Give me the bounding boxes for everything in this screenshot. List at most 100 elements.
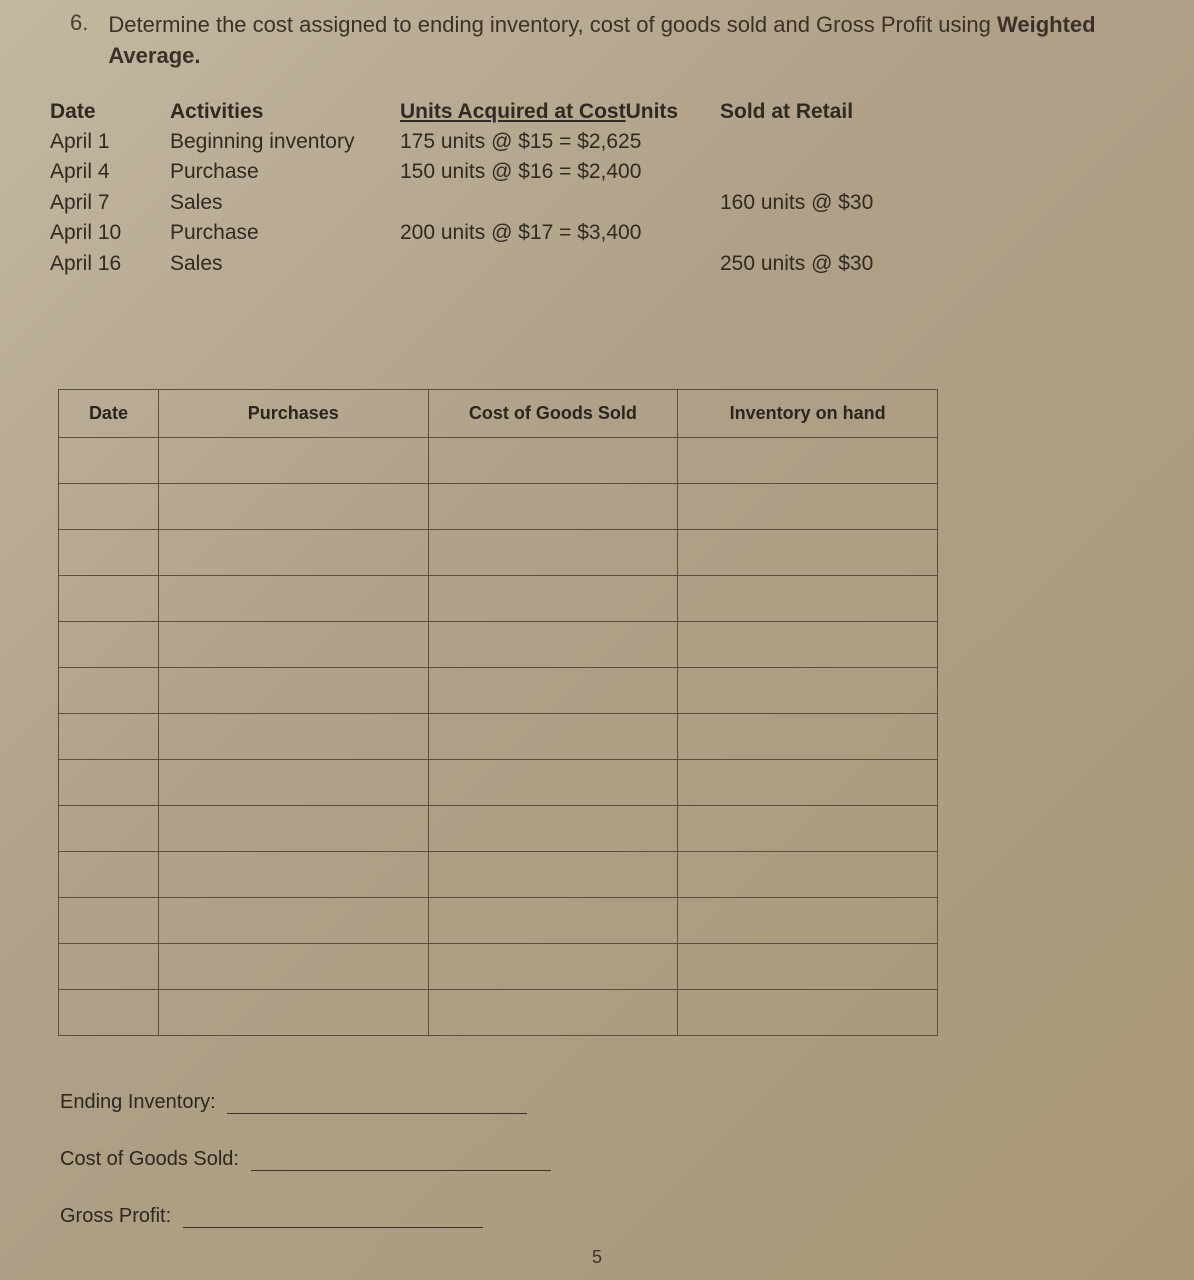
ws-cell[interactable] — [678, 484, 938, 530]
ws-cell[interactable] — [678, 944, 938, 990]
ws-row — [59, 806, 938, 852]
ws-cell[interactable] — [158, 530, 428, 576]
ws-cell[interactable] — [678, 990, 938, 1036]
ws-cell[interactable] — [59, 484, 159, 530]
ws-cell[interactable] — [678, 806, 938, 852]
ws-cell[interactable] — [158, 668, 428, 714]
ws-cell[interactable] — [158, 898, 428, 944]
ws-cell[interactable] — [678, 714, 938, 760]
ws-cell[interactable] — [428, 760, 678, 806]
cell-acq: 150 units @ $16 = $2,400 — [400, 157, 720, 187]
ws-cell[interactable] — [678, 530, 938, 576]
cell-act: Beginning inventory — [170, 127, 400, 157]
ws-cell[interactable] — [678, 438, 938, 484]
data-row: April 4 Purchase 150 units @ $16 = $2,40… — [50, 157, 1154, 187]
ws-cell[interactable] — [59, 852, 159, 898]
cell-acq — [400, 249, 720, 279]
ending-inventory-blank[interactable] — [227, 1113, 527, 1114]
ws-cell[interactable] — [678, 622, 938, 668]
hdr-acquired: Units Acquired at CostUnits — [400, 97, 720, 127]
ws-cell[interactable] — [428, 576, 678, 622]
cell-act: Sales — [170, 188, 400, 218]
data-row: April 16 Sales 250 units @ $30 — [50, 249, 1154, 279]
ws-hdr-cogs: Cost of Goods Sold — [428, 390, 678, 438]
data-header-row: Date Activities Units Acquired at CostUn… — [50, 97, 1154, 127]
cogs-blank[interactable] — [251, 1170, 551, 1171]
ws-cell[interactable] — [59, 622, 159, 668]
ws-row — [59, 760, 938, 806]
cell-sold — [720, 157, 980, 187]
answers-block: Ending Inventory: Cost of Goods Sold: Gr… — [60, 1091, 1154, 1228]
gross-profit-blank[interactable] — [183, 1227, 483, 1228]
ws-cell[interactable] — [428, 944, 678, 990]
ws-cell[interactable] — [158, 576, 428, 622]
ws-cell[interactable] — [678, 576, 938, 622]
ws-cell[interactable] — [59, 760, 159, 806]
ws-row — [59, 944, 938, 990]
ws-row — [59, 530, 938, 576]
ws-cell[interactable] — [59, 438, 159, 484]
hdr-acquired-post: Units — [626, 100, 679, 123]
ws-cell[interactable] — [59, 898, 159, 944]
transaction-data: Date Activities Units Acquired at CostUn… — [50, 97, 1154, 280]
ws-cell[interactable] — [428, 714, 678, 760]
ws-cell[interactable] — [158, 760, 428, 806]
page-number: 5 — [592, 1247, 602, 1268]
question-bold-1: Weighted — [997, 12, 1096, 37]
ws-cell[interactable] — [59, 576, 159, 622]
ws-header-row: Date Purchases Cost of Goods Sold Invent… — [59, 390, 938, 438]
ending-inventory-line: Ending Inventory: — [60, 1091, 1154, 1114]
ws-cell[interactable] — [158, 990, 428, 1036]
ws-cell[interactable] — [158, 622, 428, 668]
ws-cell[interactable] — [428, 806, 678, 852]
ws-cell[interactable] — [158, 484, 428, 530]
ws-hdr-purchases: Purchases — [158, 390, 428, 438]
cell-acq: 175 units @ $15 = $2,625 — [400, 127, 720, 157]
ws-cell[interactable] — [59, 944, 159, 990]
ws-row — [59, 714, 938, 760]
cell-sold — [720, 127, 980, 157]
ws-cell[interactable] — [158, 714, 428, 760]
ws-cell[interactable] — [678, 668, 938, 714]
ws-cell[interactable] — [678, 760, 938, 806]
question-text-pre: Determine the cost assigned to ending in… — [108, 12, 997, 37]
ws-cell[interactable] — [678, 898, 938, 944]
ws-cell[interactable] — [428, 484, 678, 530]
worksheet-table: Date Purchases Cost of Goods Sold Invent… — [58, 389, 938, 1036]
hdr-date: Date — [50, 97, 170, 127]
ws-row — [59, 438, 938, 484]
ws-cell[interactable] — [428, 990, 678, 1036]
ws-cell[interactable] — [428, 852, 678, 898]
ws-cell[interactable] — [59, 668, 159, 714]
data-row: April 7 Sales 160 units @ $30 — [50, 188, 1154, 218]
ws-cell[interactable] — [678, 852, 938, 898]
cell-date: April 16 — [50, 249, 170, 279]
ws-row — [59, 852, 938, 898]
ws-cell[interactable] — [59, 530, 159, 576]
ws-cell[interactable] — [158, 852, 428, 898]
ws-cell[interactable] — [158, 806, 428, 852]
ws-cell[interactable] — [428, 438, 678, 484]
ws-cell[interactable] — [59, 806, 159, 852]
gross-profit-label: Gross Profit: — [60, 1205, 171, 1227]
ws-cell[interactable] — [428, 530, 678, 576]
data-row: April 1 Beginning inventory 175 units @ … — [50, 127, 1154, 157]
cell-date: April 7 — [50, 188, 170, 218]
gross-profit-line: Gross Profit: — [60, 1205, 1154, 1228]
cell-acq — [400, 188, 720, 218]
ws-cell[interactable] — [428, 622, 678, 668]
ws-row — [59, 622, 938, 668]
ws-cell[interactable] — [428, 898, 678, 944]
hdr-activities: Activities — [170, 97, 400, 127]
cogs-line: Cost of Goods Sold: — [60, 1148, 1154, 1171]
hdr-sold: Sold at Retail — [720, 97, 980, 127]
ws-cell[interactable] — [59, 714, 159, 760]
cell-date: April 1 — [50, 127, 170, 157]
ws-row — [59, 484, 938, 530]
ws-cell[interactable] — [428, 668, 678, 714]
ws-cell[interactable] — [59, 990, 159, 1036]
ws-cell[interactable] — [158, 438, 428, 484]
ws-cell[interactable] — [158, 944, 428, 990]
cell-sold: 250 units @ $30 — [720, 249, 980, 279]
ws-row — [59, 990, 938, 1036]
